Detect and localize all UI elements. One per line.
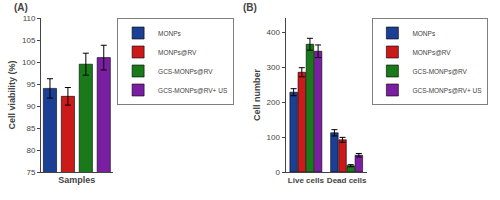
svg-text:80: 80 xyxy=(26,146,35,155)
svg-text:75: 75 xyxy=(26,168,35,177)
svg-text:100: 100 xyxy=(22,58,36,67)
svg-text:85: 85 xyxy=(26,124,35,133)
svg-text:GCS-MONPs@RV: GCS-MONPs@RV xyxy=(412,68,467,75)
svg-text:GCS-MONPs@RV+ US: GCS-MONPs@RV+ US xyxy=(158,87,228,94)
svg-text:MONPs: MONPs xyxy=(158,30,182,37)
svg-text:90: 90 xyxy=(26,102,35,111)
svg-text:(B): (B) xyxy=(243,2,257,13)
svg-text:MONPs: MONPs xyxy=(412,30,436,37)
svg-text:200: 200 xyxy=(267,98,281,107)
svg-text:MONPs@RV: MONPs@RV xyxy=(412,49,451,56)
svg-text:GCS-MONPs@RV: GCS-MONPs@RV xyxy=(158,68,213,75)
svg-text:300: 300 xyxy=(267,63,281,72)
svg-text:Samples: Samples xyxy=(58,175,95,185)
svg-text:GCS-MONPs@RV+ US: GCS-MONPs@RV+ US xyxy=(412,87,482,94)
svg-text:Dead cells: Dead cells xyxy=(327,176,367,185)
svg-text:105: 105 xyxy=(22,36,36,45)
svg-text:100: 100 xyxy=(267,133,281,142)
svg-text:400: 400 xyxy=(267,28,281,37)
svg-text:110: 110 xyxy=(23,14,36,23)
svg-text:Cell viability (%): Cell viability (%) xyxy=(7,60,17,129)
svg-text:MONPs@RV: MONPs@RV xyxy=(158,49,197,56)
svg-text:Live cells: Live cells xyxy=(288,176,325,185)
svg-text:95: 95 xyxy=(26,80,35,89)
svg-text:Cell number: Cell number xyxy=(252,69,262,122)
svg-text:0: 0 xyxy=(275,168,280,177)
svg-text:(A): (A) xyxy=(14,2,28,13)
